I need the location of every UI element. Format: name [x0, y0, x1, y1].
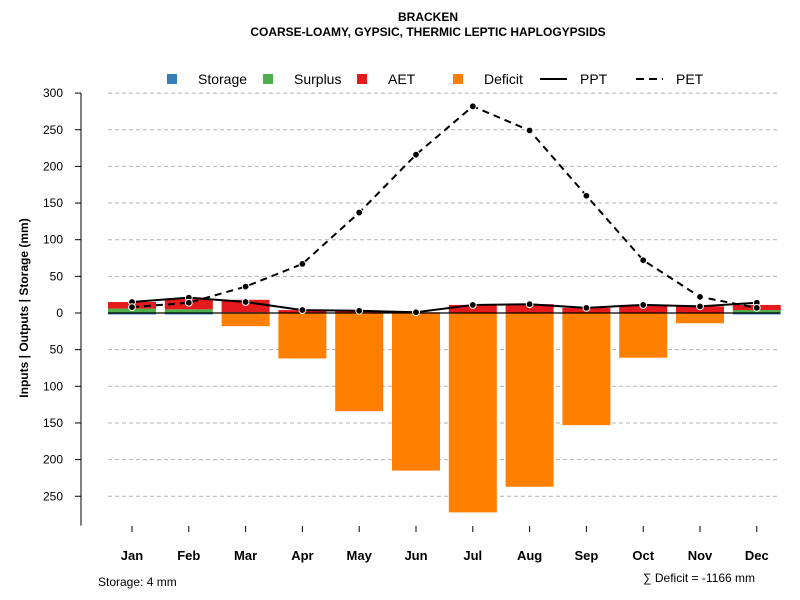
bar-deficit-apr [278, 313, 327, 359]
y-tick-label: 250 [43, 489, 63, 503]
x-tick-label-sep: Sep [574, 548, 598, 563]
x-tick-label-may: May [347, 548, 373, 563]
pet-point-mar [241, 282, 250, 291]
bar-deficit-oct [619, 313, 668, 358]
pet-point-jan [128, 303, 136, 312]
legend-swatch-deficit [453, 74, 463, 84]
ppt-point-nov [696, 302, 704, 311]
bar-deficit-jul [448, 313, 497, 513]
x-tick-label-aug: Aug [517, 548, 542, 563]
chart-title: BRACKEN [398, 10, 458, 24]
legend-swatch-surplus [263, 74, 273, 84]
y-tick-label: 200 [43, 159, 63, 173]
y-tick-label: 150 [43, 196, 63, 210]
pet-point-jun [412, 150, 420, 159]
legend-label-aet: AET [388, 71, 416, 87]
legend-label-deficit: Deficit [484, 71, 523, 87]
bar-aet-jul [448, 304, 497, 313]
bar-storage-jan [108, 313, 156, 315]
bar-aet-oct [619, 304, 668, 313]
y-tick-label: 200 [43, 453, 63, 467]
y-tick-label: 100 [43, 379, 63, 393]
y-tick-label: 100 [43, 233, 63, 247]
x-axis: Jan Feb Mar Apr May Jun Jul Aug Sep Oct Nov Dec [121, 526, 769, 563]
ppt-point-jun [412, 308, 420, 317]
bar-layer [108, 299, 781, 513]
bar-deficit-sep [562, 313, 611, 426]
pet-point-aug [525, 126, 534, 135]
y-tick-label: 150 [43, 416, 63, 430]
x-tick-label-feb: Feb [177, 548, 200, 563]
bar-deficit-may [335, 313, 384, 412]
legend-swatch-storage [167, 74, 177, 84]
bar-deficit-mar [221, 313, 270, 327]
legend-label-storage: Storage [198, 71, 247, 87]
bar-aet-aug [505, 304, 554, 313]
y-tick-label: 0 [56, 306, 63, 320]
pet-point-dec [752, 303, 761, 312]
bar-deficit-nov [676, 313, 724, 324]
pet-point-may [355, 208, 364, 217]
pet-point-oct [639, 256, 648, 265]
chart-legend: Storage Surplus AET Deficit PPT PET [167, 71, 704, 87]
legend-label-ppt: PPT [580, 71, 608, 87]
x-tick-label-apr: Apr [291, 548, 313, 563]
storage-footnote: Storage: 4 mm [98, 575, 177, 589]
pet-point-feb [184, 298, 193, 307]
ppt-point-apr [298, 306, 307, 314]
x-tick-label-mar: Mar [234, 548, 257, 563]
x-tick-label-jul: Jul [463, 548, 482, 563]
y-tick-label: 50 [50, 269, 64, 283]
y-axis: 300 250 200 150 100 50 0 50 100 150 200 250 [43, 86, 82, 526]
ppt-point-jul [468, 301, 477, 309]
legend-swatch-aet [357, 74, 367, 84]
x-tick-label-nov: Nov [688, 548, 713, 563]
x-tick-label-jun: Jun [404, 548, 427, 563]
ppt-point-aug [525, 300, 534, 309]
y-tick-label: 300 [43, 86, 63, 100]
ppt-point-oct [639, 301, 648, 309]
ppt-line [131, 296, 757, 314]
ppt-point-sep [582, 303, 591, 312]
legend-label-pet: PET [676, 71, 704, 87]
pet-point-jul [468, 102, 477, 111]
pet-point-sep [582, 191, 591, 200]
deficit-total-footnote: ∑ Deficit = -1166 mm [643, 571, 755, 585]
x-tick-label-dec: Dec [745, 548, 769, 563]
x-tick-label-oct: Oct [632, 548, 654, 563]
bar-storage-feb [164, 313, 213, 315]
y-tick-label: 50 [50, 343, 64, 357]
chart-subtitle: COARSE-LOAMY, GYPSIC, THERMIC LEPTIC HAP… [250, 25, 605, 39]
legend-label-surplus: Surplus [294, 71, 341, 87]
y-axis-label: Inputs | Outputs | Storage (mm) [17, 218, 31, 397]
x-tick-label-jan: Jan [121, 548, 143, 563]
pet-line [131, 105, 757, 309]
bar-surplus-feb [164, 309, 213, 313]
pet-point-nov [696, 292, 704, 301]
bar-storage-dec [732, 313, 781, 315]
line-layer [128, 102, 761, 317]
ppt-point-mar [241, 298, 250, 306]
gridlines [108, 92, 780, 497]
pet-point-apr [298, 259, 307, 268]
ppt-point-may [355, 306, 364, 315]
y-tick-label: 250 [43, 123, 63, 137]
bar-deficit-aug [505, 313, 554, 487]
bar-deficit-jun [392, 313, 440, 471]
